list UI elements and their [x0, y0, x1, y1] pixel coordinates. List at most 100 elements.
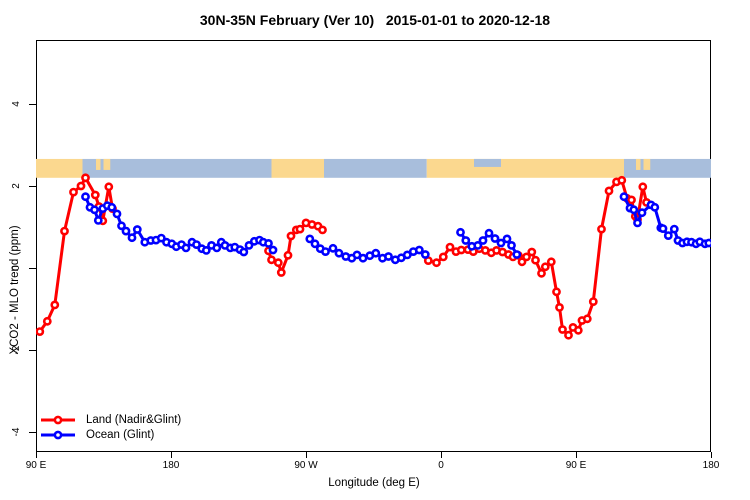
ocean-series-marker — [414, 245, 424, 255]
ocean-series-marker — [619, 192, 629, 202]
x-tick-label: 90 E — [565, 460, 587, 471]
land-series-marker — [517, 257, 527, 267]
ocean-series-marker — [456, 227, 465, 237]
land-series-marker — [552, 287, 561, 297]
map-band-land-chip — [96, 158, 101, 170]
ocean-series-marker — [704, 238, 711, 248]
ocean-series-marker — [512, 250, 522, 259]
ocean-series-marker — [268, 245, 278, 255]
legend-label-land: Land (Nadir&Glint) — [86, 413, 182, 426]
x-tick-label: 0 — [438, 460, 444, 471]
land-series-marker — [283, 250, 293, 260]
ocean-series-marker — [490, 234, 500, 243]
ocean-series-marker — [650, 202, 660, 212]
land-series-marker — [558, 325, 567, 334]
land-series-marker — [540, 262, 550, 272]
land-series-marker — [76, 181, 86, 191]
x-tick-mark — [576, 452, 577, 458]
land-series-marker — [527, 247, 537, 257]
ocean-series-marker — [321, 247, 330, 256]
land-series-marker — [531, 255, 540, 265]
ocean-series-marker — [663, 231, 673, 240]
y-tick-mark — [29, 268, 36, 269]
ocean-series-marker — [310, 239, 320, 249]
ocean-series-marker — [507, 240, 516, 250]
legend-row-ocean: Ocean (Glint) — [40, 427, 181, 442]
x-tick-label: 180 — [702, 460, 720, 471]
legend-row-land: Land (Nadir&Glint) — [40, 412, 181, 427]
land-series-marker — [617, 175, 627, 185]
ocean-series-marker — [358, 253, 368, 263]
land-series-marker — [522, 252, 531, 262]
ocean-series-marker — [473, 240, 483, 250]
land-series-marker — [286, 231, 296, 241]
x-tick-mark — [171, 452, 172, 458]
x-tick-mark — [306, 452, 307, 458]
land-series-marker — [555, 302, 564, 312]
y-tick-mark — [29, 350, 36, 351]
x-tick-label: 180 — [162, 460, 180, 471]
ocean-series-marker — [112, 209, 122, 219]
ocean-series-marker — [384, 252, 393, 261]
x-tick-mark — [711, 452, 712, 458]
land-series-marker — [582, 314, 592, 324]
ocean-series-marker — [192, 240, 201, 249]
y-tick-mark — [29, 186, 36, 187]
x-axis-title: Longitude (deg E) — [328, 477, 420, 489]
legend-marker-land-icon — [41, 415, 75, 424]
land-series-line — [38, 176, 114, 333]
ocean-series-marker — [127, 233, 137, 243]
ocean-series-marker — [93, 215, 103, 225]
plot-canvas — [36, 158, 711, 340]
map-band-land-segment — [271, 158, 324, 178]
legend-marker-ocean-icon — [41, 430, 75, 439]
map-band-land-chip — [103, 158, 111, 170]
land-series-marker — [42, 316, 52, 326]
ocean-series-marker — [478, 236, 488, 245]
ocean-series-marker — [334, 248, 344, 258]
land-series-marker — [69, 187, 78, 197]
y-tick-label: 4 — [11, 101, 22, 107]
land-series-marker — [90, 190, 100, 200]
ocean-series-marker — [239, 247, 249, 257]
land-series-marker — [445, 242, 455, 252]
map-band-land-chip — [636, 158, 641, 170]
map-band-ocean-segment — [82, 158, 272, 178]
ocean-series-marker — [90, 205, 99, 215]
legend-label-ocean: Ocean (Glint) — [86, 428, 155, 441]
land-series-marker — [267, 255, 276, 265]
land-series-marker — [573, 325, 583, 335]
land-series-marker — [456, 245, 466, 255]
ocean-series-marker — [637, 208, 647, 218]
ocean-series-marker — [305, 234, 315, 244]
y-axis-title: XCO2 - MLO trend (ppm) — [9, 225, 21, 355]
ocean-series-marker — [201, 245, 211, 255]
ocean-series-marker — [81, 192, 90, 202]
ocean-series-marker — [461, 236, 471, 245]
ocean-series-marker — [629, 205, 639, 215]
legend: Land (Nadir&Glint) Ocean (Glint) — [40, 412, 181, 442]
land-series-marker — [604, 186, 614, 196]
land-series-marker — [36, 327, 45, 336]
ocean-series-marker — [633, 218, 642, 228]
ocean-series-marker — [484, 228, 494, 238]
land-series-marker — [564, 330, 573, 340]
ocean-series-marker — [496, 238, 506, 248]
land-series-marker — [438, 252, 448, 262]
ocean-series-marker — [212, 243, 222, 253]
map-band-land-segment — [426, 158, 624, 178]
ocean-series-marker — [117, 221, 126, 231]
map-band-ocean-chip — [474, 158, 501, 167]
y-tick-mark — [29, 104, 36, 105]
x-tick-label: 90 E — [25, 460, 47, 471]
ocean-series-marker — [328, 243, 338, 253]
ocean-series-marker — [156, 233, 166, 243]
land-series-marker — [638, 182, 648, 192]
map-band-land-chip — [643, 158, 651, 170]
land-series-marker — [50, 300, 60, 310]
land-series-marker — [295, 224, 305, 234]
ocean-series-marker — [121, 226, 131, 236]
ocean-series-marker — [244, 240, 254, 250]
ocean-series-marker — [264, 238, 273, 248]
ocean-series-marker — [420, 250, 430, 259]
